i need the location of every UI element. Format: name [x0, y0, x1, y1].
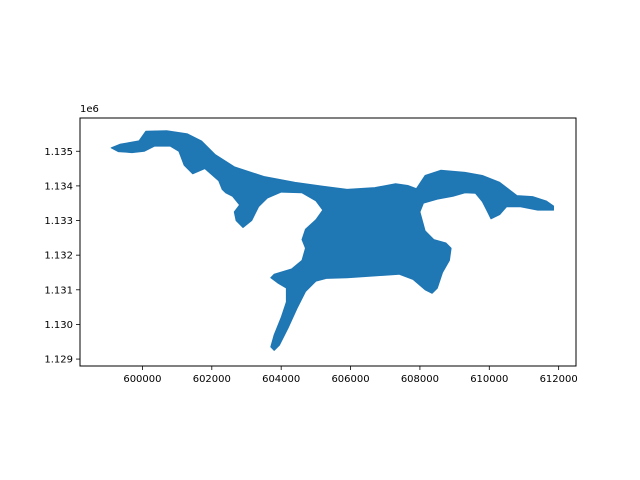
x-tick-label: 612000 [540, 374, 578, 385]
y-tick-label: 1.134 [44, 181, 73, 192]
x-tick-label: 610000 [470, 374, 508, 385]
y-tick-label: 1.130 [44, 320, 73, 331]
y-tick-label: 1.131 [44, 285, 73, 296]
x-axis: 600000 602000 604000 606000 608000 610000 6120… [123, 366, 578, 385]
data-layer [110, 130, 554, 351]
plot-frame [79, 117, 577, 367]
x-tick-label: 602000 [193, 374, 231, 385]
y-tick-label: 1.135 [44, 147, 73, 158]
y-tick-label: 1.132 [44, 251, 73, 262]
x-tick-label: 606000 [331, 374, 369, 385]
y-tick-label: 1.129 [44, 355, 73, 366]
x-tick-label: 600000 [123, 374, 161, 385]
y-axis: 1.129 1.130 1.131 1.132 1.133 1.134 1.135 [44, 147, 80, 366]
region-polygon-0 [110, 130, 554, 351]
y-offset-text: 1e6 [80, 104, 99, 115]
x-tick-label: 608000 [401, 374, 439, 385]
x-tick-label: 604000 [262, 374, 300, 385]
y-tick-label: 1.133 [44, 216, 73, 227]
